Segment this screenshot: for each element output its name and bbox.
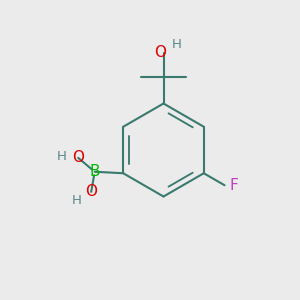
Text: H: H [172,38,182,52]
Text: O: O [154,45,166,60]
Text: B: B [89,164,100,179]
Text: F: F [230,178,239,193]
Text: O: O [85,184,97,199]
Text: H: H [57,151,67,164]
Text: H: H [72,194,82,207]
Text: O: O [72,150,84,165]
